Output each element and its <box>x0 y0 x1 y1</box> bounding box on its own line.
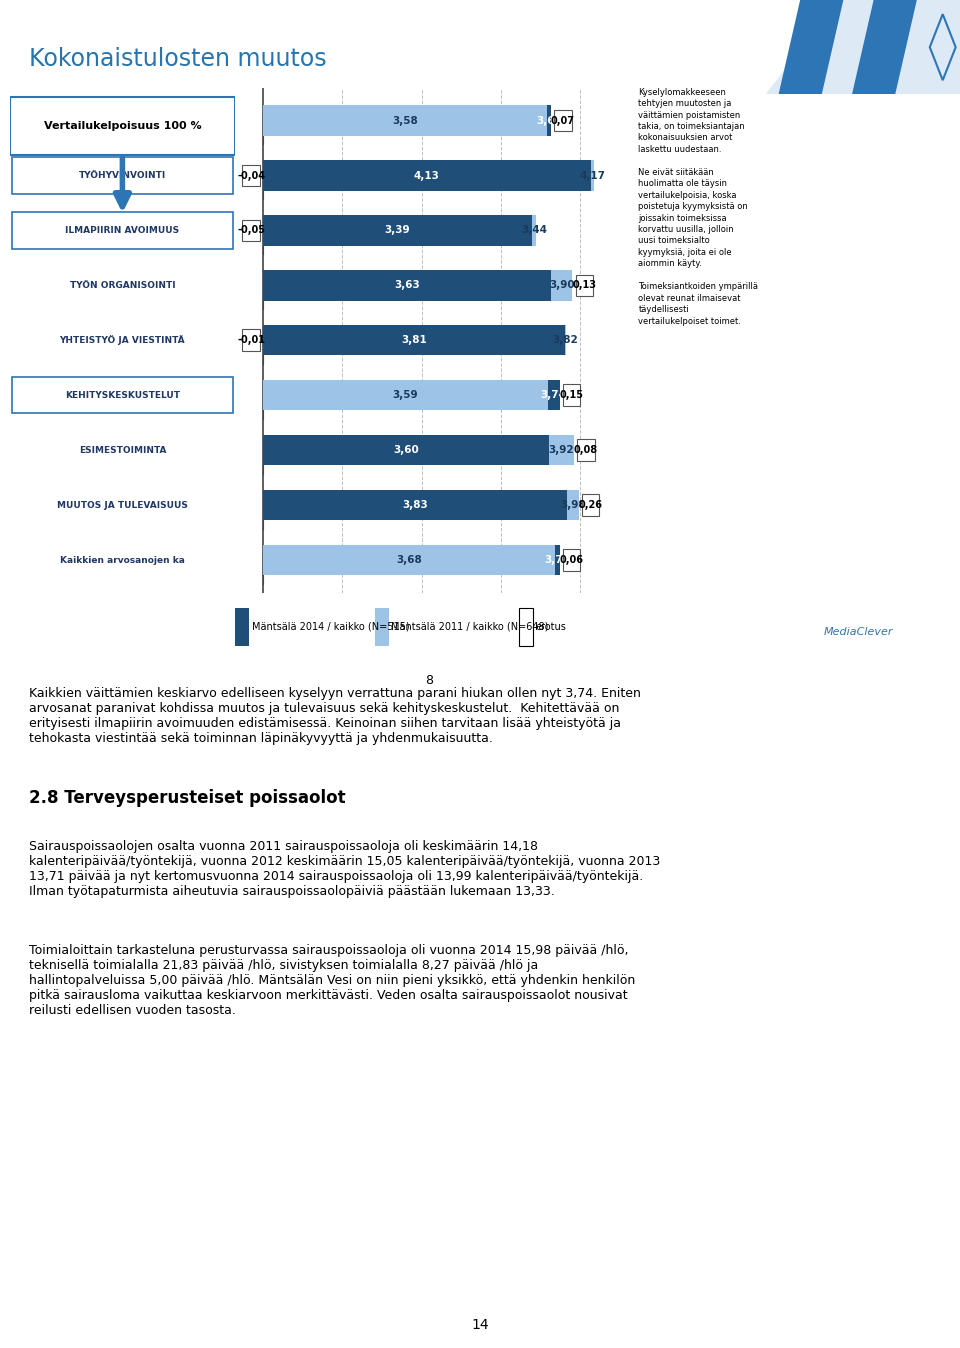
Text: 0,15: 0,15 <box>560 391 584 400</box>
Text: 0,13: 0,13 <box>572 280 596 290</box>
Text: -0,01: -0,01 <box>237 336 265 345</box>
FancyBboxPatch shape <box>554 109 571 132</box>
FancyBboxPatch shape <box>563 384 581 406</box>
Text: YHTEISTYÖ JA VIESTINTÄ: YHTEISTYÖ JA VIESTINTÄ <box>60 336 185 345</box>
Text: 14: 14 <box>471 1318 489 1332</box>
FancyBboxPatch shape <box>242 164 260 186</box>
FancyBboxPatch shape <box>12 158 233 194</box>
Text: 3,74: 3,74 <box>540 391 566 400</box>
Text: 0,07: 0,07 <box>551 116 575 125</box>
Text: Kyselylomakkeeseen
tehtyjen muutosten ja
väittämien poistamisten
takia, on toime: Kyselylomakkeeseen tehtyjen muutosten ja… <box>638 88 758 326</box>
Text: 8: 8 <box>425 674 434 687</box>
FancyBboxPatch shape <box>582 495 599 516</box>
Text: 3,44: 3,44 <box>521 225 547 236</box>
Text: 3,58: 3,58 <box>392 116 418 125</box>
Text: Mäntsälä 2011 / kaikko (N=648): Mäntsälä 2011 / kaikko (N=648) <box>392 621 549 632</box>
Bar <box>519 608 533 646</box>
Text: 3,63: 3,63 <box>536 116 562 125</box>
Text: ESIMESTOIMINTA: ESIMESTOIMINTA <box>79 446 166 454</box>
Polygon shape <box>766 0 960 94</box>
Text: Vertailukelpoisuus 100 %: Vertailukelpoisuus 100 % <box>43 121 202 131</box>
Text: 3,59: 3,59 <box>393 391 419 400</box>
Text: 3,90: 3,90 <box>549 280 574 290</box>
Text: Mäntsälä 2014 / kaikko (N=515): Mäntsälä 2014 / kaikko (N=515) <box>252 621 409 632</box>
Text: 3,82: 3,82 <box>553 336 579 345</box>
Text: 4,13: 4,13 <box>414 171 440 181</box>
Text: ILMAPIIRIN AVOIMUUS: ILMAPIIRIN AVOIMUUS <box>65 226 180 235</box>
Text: 4,17: 4,17 <box>579 171 605 181</box>
Text: Kaikkien väittämien keskiarvo edelliseen kyselyyn verrattuna parani hiukan ollen: Kaikkien väittämien keskiarvo edelliseen… <box>29 687 640 745</box>
FancyBboxPatch shape <box>577 439 594 461</box>
Text: Kokonaistulosten muutos: Kokonaistulosten muutos <box>29 47 326 71</box>
Bar <box>263 380 560 410</box>
Text: 3,74: 3,74 <box>544 555 570 565</box>
FancyBboxPatch shape <box>576 275 593 297</box>
Text: 3,83: 3,83 <box>402 500 428 510</box>
FancyBboxPatch shape <box>12 102 233 139</box>
Bar <box>263 545 555 576</box>
FancyBboxPatch shape <box>242 329 260 352</box>
Text: TYÖN MIELEKKYYS: TYÖN MIELEKKYYS <box>75 116 170 125</box>
Text: 0,08: 0,08 <box>574 445 598 456</box>
Text: 3,63: 3,63 <box>395 280 420 290</box>
Text: MUUTOS JA TULEVAISUUS: MUUTOS JA TULEVAISUUS <box>57 500 188 510</box>
Text: -0,05: -0,05 <box>237 225 265 236</box>
FancyBboxPatch shape <box>563 549 581 572</box>
Text: 3,39: 3,39 <box>385 225 410 236</box>
Bar <box>590 160 594 190</box>
Text: 3,60: 3,60 <box>393 445 419 456</box>
Bar <box>263 545 560 576</box>
Polygon shape <box>779 0 843 94</box>
Text: MediaClever: MediaClever <box>824 627 893 636</box>
Text: Toimialoittain tarkasteluna perusturvassa sairauspoissaoloja oli vuonna 2014 15,: Toimialoittain tarkasteluna perusturvass… <box>29 944 636 1016</box>
FancyBboxPatch shape <box>12 377 233 414</box>
Text: 3,68: 3,68 <box>396 555 421 565</box>
FancyBboxPatch shape <box>12 213 233 248</box>
Bar <box>263 271 551 301</box>
Bar <box>263 491 566 520</box>
Text: -0,04: -0,04 <box>237 171 265 181</box>
Bar <box>263 380 548 410</box>
Bar <box>263 105 551 136</box>
Text: KEHITYSKESKUSTELUT: KEHITYSKESKUSTELUT <box>65 391 180 400</box>
Text: Sairauspoissaolojen osalta vuonna 2011 sairauspoissaoloja oli keskimäärin 14,18
: Sairauspoissaolojen osalta vuonna 2011 s… <box>29 840 660 898</box>
Text: TYÖN ORGANISOINTI: TYÖN ORGANISOINTI <box>69 280 176 290</box>
Text: 2.8 Terveysperusteiset poissaolot: 2.8 Terveysperusteiset poissaolot <box>29 789 346 806</box>
FancyBboxPatch shape <box>242 220 260 241</box>
Text: 3,92: 3,92 <box>548 445 574 456</box>
Text: TYÖHYVINVOINTI: TYÖHYVINVOINTI <box>79 171 166 181</box>
Bar <box>235 608 249 646</box>
Bar <box>375 608 389 646</box>
Bar <box>263 325 565 356</box>
Bar <box>263 216 532 245</box>
Bar <box>532 216 536 245</box>
Text: Kaikkien arvosanojen ka: Kaikkien arvosanojen ka <box>60 555 185 565</box>
Text: 0,06: 0,06 <box>560 555 584 565</box>
Polygon shape <box>852 0 917 94</box>
Text: 3,98: 3,98 <box>560 500 586 510</box>
Text: 0,26: 0,26 <box>579 500 603 510</box>
Bar <box>551 271 572 301</box>
Bar <box>566 491 579 520</box>
FancyBboxPatch shape <box>10 97 235 155</box>
Text: erotus: erotus <box>536 621 566 632</box>
Bar <box>548 435 574 465</box>
Bar <box>263 435 548 465</box>
Bar <box>263 160 590 190</box>
Bar <box>263 105 547 136</box>
Text: 3,81: 3,81 <box>401 336 427 345</box>
